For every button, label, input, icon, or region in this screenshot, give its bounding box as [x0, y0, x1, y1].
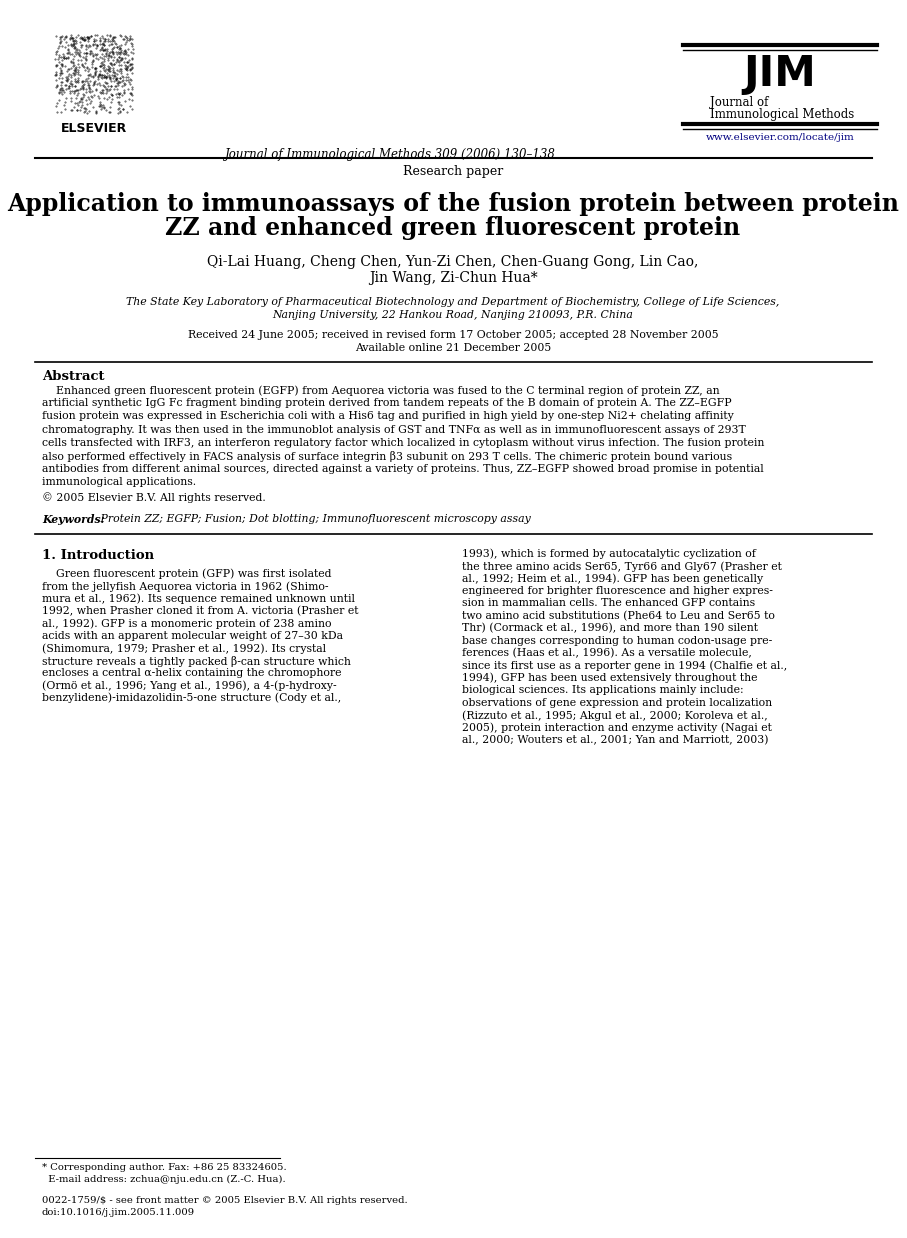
Text: Received 24 June 2005; received in revised form 17 October 2005; accepted 28 Nov: Received 24 June 2005; received in revis… [188, 331, 718, 340]
Text: (Ormö et al., 1996; Yang et al., 1996), a 4-(p-hydroxy-: (Ormö et al., 1996; Yang et al., 1996), … [42, 681, 336, 691]
Text: al., 1992; Heim et al., 1994). GFP has been genetically: al., 1992; Heim et al., 1994). GFP has b… [462, 573, 763, 584]
Text: immunological applications.: immunological applications. [42, 478, 196, 488]
Text: JIM: JIM [744, 53, 816, 95]
Text: two amino acid substitutions (Phe64 to Leu and Ser65 to: two amino acid substitutions (Phe64 to L… [462, 610, 775, 621]
Text: acids with an apparent molecular weight of 27–30 kDa: acids with an apparent molecular weight … [42, 631, 343, 641]
Text: from the jellyfish Aequorea victoria in 1962 (Shimo-: from the jellyfish Aequorea victoria in … [42, 581, 328, 592]
Text: ferences (Haas et al., 1996). As a versatile molecule,: ferences (Haas et al., 1996). As a versa… [462, 647, 752, 659]
Text: 1993), which is formed by autocatalytic cyclization of: 1993), which is formed by autocatalytic … [462, 548, 756, 560]
Text: 0022-1759/$ - see front matter © 2005 Elsevier B.V. All rights reserved.: 0022-1759/$ - see front matter © 2005 El… [42, 1196, 407, 1205]
Text: * Corresponding author. Fax: +86 25 83324605.: * Corresponding author. Fax: +86 25 8332… [42, 1162, 287, 1172]
Text: chromatography. It was then used in the immunoblot analysis of GST and TNFα as w: chromatography. It was then used in the … [42, 425, 746, 435]
Text: Journal of: Journal of [710, 97, 768, 109]
Text: al., 2000; Wouters et al., 2001; Yan and Marriott, 2003): al., 2000; Wouters et al., 2001; Yan and… [462, 735, 768, 745]
Text: antibodies from different animal sources, directed against a variety of proteins: antibodies from different animal sources… [42, 464, 764, 474]
Text: benzylidene)-imidazolidin-5-one structure (Cody et al.,: benzylidene)-imidazolidin-5-one structur… [42, 693, 341, 703]
Text: 1994), GFP has been used extensively throughout the: 1994), GFP has been used extensively thr… [462, 672, 757, 683]
Text: Abstract: Abstract [42, 370, 104, 383]
Bar [55, 35, 133, 113]
Text: (Shimomura, 1979; Prasher et al., 1992). Its crystal: (Shimomura, 1979; Prasher et al., 1992).… [42, 644, 327, 654]
Text: al., 1992). GFP is a monomeric protein of 238 amino: al., 1992). GFP is a monomeric protein o… [42, 619, 331, 629]
Text: engineered for brighter fluorescence and higher expres-: engineered for brighter fluorescence and… [462, 586, 773, 595]
Text: also performed effectively in FACS analysis of surface integrin β3 subunit on 29: also performed effectively in FACS analy… [42, 451, 732, 462]
Text: Available online 21 December 2005: Available online 21 December 2005 [355, 343, 551, 353]
Text: Research paper: Research paper [403, 165, 503, 178]
Text: The State Key Laboratory of Pharmaceutical Biotechnology and Department of Bioch: The State Key Laboratory of Pharmaceutic… [126, 297, 780, 307]
Text: ELSEVIER: ELSEVIER [61, 123, 127, 135]
Text: fusion protein was expressed in Escherichia coli with a His6 tag and purified in: fusion protein was expressed in Escheric… [42, 411, 734, 421]
Text: Nanjing University, 22 Hankou Road, Nanjing 210093, P.R. China: Nanjing University, 22 Hankou Road, Nanj… [273, 310, 633, 319]
Text: Keywords:: Keywords: [42, 514, 104, 525]
Text: 1. Introduction: 1. Introduction [42, 548, 154, 562]
Text: doi:10.1016/j.jim.2005.11.009: doi:10.1016/j.jim.2005.11.009 [42, 1208, 195, 1217]
Text: Qi-Lai Huang, Cheng Chen, Yun-Zi Chen, Chen-Guang Gong, Lin Cao,: Qi-Lai Huang, Cheng Chen, Yun-Zi Chen, C… [208, 255, 698, 269]
Text: Application to immunoassays of the fusion protein between protein: Application to immunoassays of the fusio… [7, 192, 899, 215]
Text: artificial synthetic IgG Fc fragment binding protein derived from tandem repeats: artificial synthetic IgG Fc fragment bin… [42, 399, 732, 409]
Text: the three amino acids Ser65, Tyr66 and Gly67 (Prasher et: the three amino acids Ser65, Tyr66 and G… [462, 561, 782, 572]
Text: sion in mammalian cells. The enhanced GFP contains: sion in mammalian cells. The enhanced GF… [462, 598, 756, 608]
Text: E-mail address: zchua@nju.edu.cn (Z.-C. Hua).: E-mail address: zchua@nju.edu.cn (Z.-C. … [42, 1175, 286, 1184]
Text: cells transfected with IRF3, an interferon regulatory factor which localized in : cells transfected with IRF3, an interfer… [42, 438, 765, 448]
Text: encloses a central α-helix containing the chromophore: encloses a central α-helix containing th… [42, 669, 342, 678]
Text: base changes corresponding to human codon-usage pre-: base changes corresponding to human codo… [462, 635, 772, 645]
Text: Thr) (Cormack et al., 1996), and more than 190 silent: Thr) (Cormack et al., 1996), and more th… [462, 623, 758, 634]
Text: Jin Wang, Zi-Chun Hua*: Jin Wang, Zi-Chun Hua* [368, 271, 537, 285]
Text: Immunological Methods: Immunological Methods [710, 108, 854, 121]
Text: Enhanced green fluorescent protein (EGFP) from Aequorea victoria was fused to th: Enhanced green fluorescent protein (EGFP… [42, 385, 719, 396]
Text: ZZ and enhanced green fluorescent protein: ZZ and enhanced green fluorescent protei… [165, 215, 740, 240]
Text: since its first use as a reporter gene in 1994 (Chalfie et al.,: since its first use as a reporter gene i… [462, 660, 787, 671]
Text: www.elsevier.com/locate/jim: www.elsevier.com/locate/jim [706, 132, 854, 142]
Text: 1992, when Prasher cloned it from A. victoria (Prasher et: 1992, when Prasher cloned it from A. vic… [42, 605, 358, 617]
Text: (Rizzuto et al., 1995; Akgul et al., 2000; Koroleva et al.,: (Rizzuto et al., 1995; Akgul et al., 200… [462, 711, 767, 721]
Text: observations of gene expression and protein localization: observations of gene expression and prot… [462, 697, 772, 708]
Text: © 2005 Elsevier B.V. All rights reserved.: © 2005 Elsevier B.V. All rights reserved… [42, 493, 266, 504]
Text: 2005), protein interaction and enzyme activity (Nagai et: 2005), protein interaction and enzyme ac… [462, 723, 772, 733]
Text: biological sciences. Its applications mainly include:: biological sciences. Its applications ma… [462, 685, 744, 696]
Text: Journal of Immunological Methods 309 (2006) 130–138: Journal of Immunological Methods 309 (20… [225, 149, 555, 161]
Text: Protein ZZ; EGFP; Fusion; Dot blotting; Immunofluorescent microscopy assay: Protein ZZ; EGFP; Fusion; Dot blotting; … [97, 514, 531, 524]
Text: Green fluorescent protein (GFP) was first isolated: Green fluorescent protein (GFP) was firs… [42, 568, 331, 579]
Text: structure reveals a tightly packed β-can structure which: structure reveals a tightly packed β-can… [42, 656, 351, 666]
Text: mura et al., 1962). Its sequence remained unknown until: mura et al., 1962). Its sequence remaine… [42, 593, 355, 604]
